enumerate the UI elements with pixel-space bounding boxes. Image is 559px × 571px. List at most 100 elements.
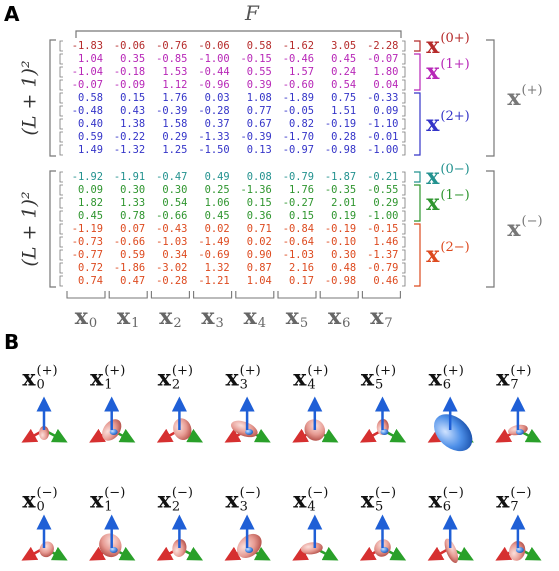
- script-stack: 1: [131, 317, 139, 331]
- matrix-entry: -0.39: [156, 104, 188, 117]
- glyph-label: x (+) 4: [293, 364, 328, 391]
- group-label: x (0−): [426, 163, 469, 191]
- script-stack: (+) 7: [510, 364, 531, 391]
- math-base: x: [243, 303, 257, 330]
- subscript: 7: [384, 316, 393, 332]
- math-base: x: [360, 487, 375, 513]
- superscript: (−): [104, 485, 126, 501]
- subscript: 5: [375, 499, 384, 514]
- row-bracket-right: [402, 171, 406, 183]
- script-stack: (+) 0: [37, 364, 58, 391]
- matrix-entry: -1.86: [113, 261, 146, 274]
- matrix-entry: -1.83: [71, 39, 103, 52]
- script-stack: (1−): [440, 189, 469, 203]
- row-bracket-right: [402, 105, 406, 117]
- matrix-entry: -1.91: [113, 170, 146, 183]
- matrix-entry: -0.98: [324, 143, 357, 156]
- glyph-lobe: [433, 414, 473, 452]
- script-stack: (−) 4: [307, 486, 328, 513]
- script-stack: (−) 0: [37, 486, 58, 513]
- block-size-label: (L + 1)²: [18, 60, 41, 136]
- row-bracket-left: [59, 249, 63, 261]
- matrix-entry: -1.32: [113, 143, 146, 156]
- glyph-label: x (+) 0: [22, 364, 57, 391]
- glyph-label: x (+) 2: [158, 364, 193, 391]
- superscript: (−): [307, 485, 329, 501]
- glyph-label: x (−) 1: [90, 486, 125, 513]
- superscript: (−): [521, 214, 543, 230]
- math-base: x: [507, 84, 521, 111]
- row-bracket-left: [59, 171, 63, 183]
- superscript: (+): [510, 363, 532, 379]
- script-stack: (+) 4: [307, 364, 328, 391]
- row-bracket-left: [59, 236, 63, 248]
- row-bracket-right: [402, 118, 406, 130]
- matrix-entry: 0.37: [204, 117, 230, 130]
- superscript: (+): [36, 363, 58, 379]
- row-bracket-right: [402, 249, 406, 261]
- matrix-entry: 0.09: [77, 183, 103, 196]
- superscript: (−): [171, 485, 193, 501]
- matrix-entry: 0.30: [162, 183, 188, 196]
- script-stack: 2: [173, 317, 181, 331]
- matrix-entry: 1.49: [77, 143, 103, 156]
- superscript: (+): [375, 363, 397, 379]
- math-base: x: [496, 365, 510, 391]
- superscript: (2+): [440, 109, 470, 125]
- matrix-entry: -0.77: [71, 248, 103, 261]
- row-bracket-left: [59, 53, 63, 65]
- group-bracket: [414, 171, 421, 183]
- matrix-entry: 0.87: [246, 261, 272, 274]
- glyph-label: x (+) 7: [496, 364, 531, 391]
- matrix-entry: 1.04: [246, 274, 272, 287]
- matrix-entry: 1.46: [373, 235, 399, 248]
- matrix-entry: 0.29: [162, 130, 188, 143]
- matrix-entry: 0.19: [331, 209, 357, 222]
- block-bracket-left: [49, 39, 56, 157]
- matrix-entry: 0.39: [246, 78, 272, 91]
- math-base: x: [90, 365, 104, 391]
- block-label: x (−): [507, 215, 542, 243]
- row-bracket-left: [59, 184, 63, 196]
- row-bracket-left: [59, 118, 63, 130]
- script-stack: 0: [89, 317, 97, 331]
- matrix-entry: -1.03: [282, 248, 314, 261]
- matrix-entry: 0.29: [373, 196, 399, 209]
- block-bracket-right: [486, 39, 495, 157]
- matrix-entry: -1.62: [282, 39, 314, 52]
- matrix-entry: 0.43: [120, 104, 146, 117]
- matrix-entry: -0.27: [282, 196, 314, 209]
- math-base: x: [116, 303, 131, 330]
- row-bracket-left: [59, 40, 63, 52]
- matrix-entry: 0.82: [288, 117, 314, 130]
- matrix-entry: -0.19: [324, 222, 357, 235]
- math-base: x: [360, 365, 375, 391]
- glyph-lobe-small: [245, 429, 254, 435]
- matrix-entry: 0.09: [373, 104, 399, 117]
- matrix-entry: -0.01: [367, 130, 399, 143]
- matrix-entry: -0.69: [198, 248, 230, 261]
- matrix-entry: 0.90: [246, 248, 272, 261]
- glyph-label: x (−) 0: [22, 486, 57, 513]
- matrix-entry: -0.06: [198, 39, 230, 52]
- superscript: (+): [239, 363, 261, 379]
- superscript: (−): [375, 485, 397, 501]
- matrix-entry: -0.79: [367, 261, 399, 274]
- matrix-entry: -0.22: [113, 130, 146, 143]
- superscript: (−): [36, 485, 58, 501]
- matrix-entry: 0.59: [77, 130, 103, 143]
- glyph-label: x (+) 6: [429, 364, 464, 391]
- column-bracket: [277, 291, 317, 299]
- group-bracket: [414, 40, 421, 52]
- matrix-entry: -0.55: [367, 183, 399, 196]
- panel-label: B: [4, 330, 20, 354]
- glyph-lobe-small: [245, 547, 254, 553]
- script-stack: (+): [522, 84, 543, 98]
- script-stack: (+) 3: [240, 364, 261, 391]
- matrix-entry: -0.19: [324, 117, 357, 130]
- matrix-entry: 0.40: [77, 117, 103, 130]
- math-base: x: [157, 365, 171, 391]
- matrix-entry: 0.35: [120, 52, 146, 65]
